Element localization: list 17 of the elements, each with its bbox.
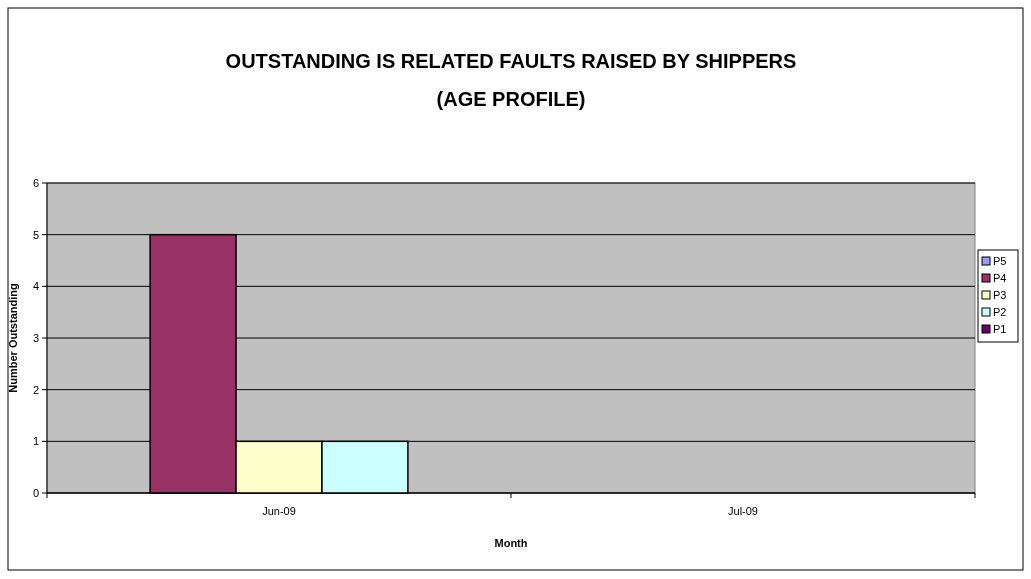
x-tick-label: Jul-09 (728, 505, 758, 517)
y-tick-label: 4 (32, 280, 39, 293)
x-tick-label: Jun-09 (262, 505, 296, 517)
chart-title: OUTSTANDING IS RELATED FAULTS RAISED BY SHIPPERS (AGE PROFILE) (225, 50, 797, 110)
y-tick-label: 6 (32, 176, 39, 189)
legend-label: P4 (993, 271, 1007, 284)
y-axis-title: Number Outstanding (7, 283, 19, 393)
legend-label: P1 (993, 322, 1007, 335)
legend-label: P3 (993, 288, 1007, 301)
legend-label: P2 (993, 305, 1007, 318)
y-tick-label: 1 (32, 435, 39, 448)
y-tick-label: 5 (32, 228, 39, 241)
y-tick-label: 3 (32, 331, 39, 344)
y-tick-label: 0 (32, 486, 39, 499)
x-axis-title: Month (494, 537, 528, 549)
legend-label: P5 (993, 254, 1007, 267)
y-tick-label: 2 (32, 383, 39, 396)
